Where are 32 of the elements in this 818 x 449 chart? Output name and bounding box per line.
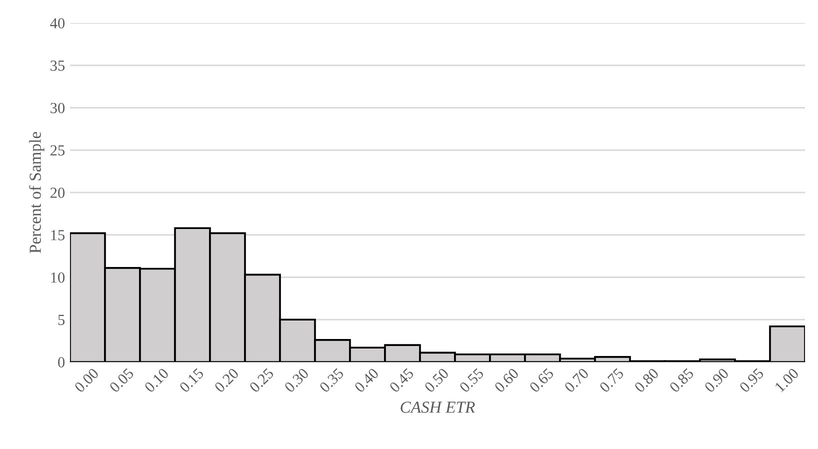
x-tick-label: 0.95 — [738, 368, 764, 394]
x-tick-label: 0.75 — [598, 368, 624, 394]
y-tick-label: 5 — [58, 314, 65, 326]
x-tick-label: 0.20 — [214, 368, 240, 394]
y-tick-label: 40 — [50, 18, 65, 28]
x-tick-label: 0.90 — [704, 368, 730, 394]
x-tick-label: 0.25 — [248, 368, 274, 394]
x-tick-label: 0.15 — [178, 368, 204, 394]
x-tick-label: 0.60 — [494, 368, 520, 394]
x-tick-label: 0.50 — [424, 368, 450, 394]
x-tick-label: 0.80 — [634, 368, 660, 394]
x-tick-label: 0.65 — [528, 368, 554, 394]
x-tick-label: 0.30 — [284, 368, 310, 394]
y-tick-label: 25 — [50, 145, 65, 156]
y-tick-label: 35 — [50, 60, 65, 71]
y-tick-label: 0 — [58, 357, 65, 368]
x-tick-label: 0.40 — [354, 368, 380, 394]
x-tick-label: 0.05 — [108, 368, 134, 394]
x-tick-label: 0.10 — [144, 368, 170, 394]
y-tick-label: 15 — [51, 230, 65, 240]
x-tick-label: 0.70 — [564, 368, 590, 394]
x-tick-label: 0.55 — [458, 368, 484, 394]
y-axis-title: Percent of Sample — [29, 132, 44, 254]
y-tick-label: 30 — [50, 102, 65, 114]
x-tick-label: 0.85 — [668, 368, 694, 394]
y-tick-label: 10 — [51, 272, 65, 283]
x-tick-label: 0.35 — [318, 368, 344, 394]
x-tick-label: 0.00 — [74, 368, 100, 394]
x-tick-label: 1.00 — [774, 368, 800, 392]
x-tick-label: 0.45 — [388, 368, 414, 394]
x-axis-title: CASH ETR — [400, 402, 475, 413]
y-tick-label: 20 — [50, 188, 65, 198]
